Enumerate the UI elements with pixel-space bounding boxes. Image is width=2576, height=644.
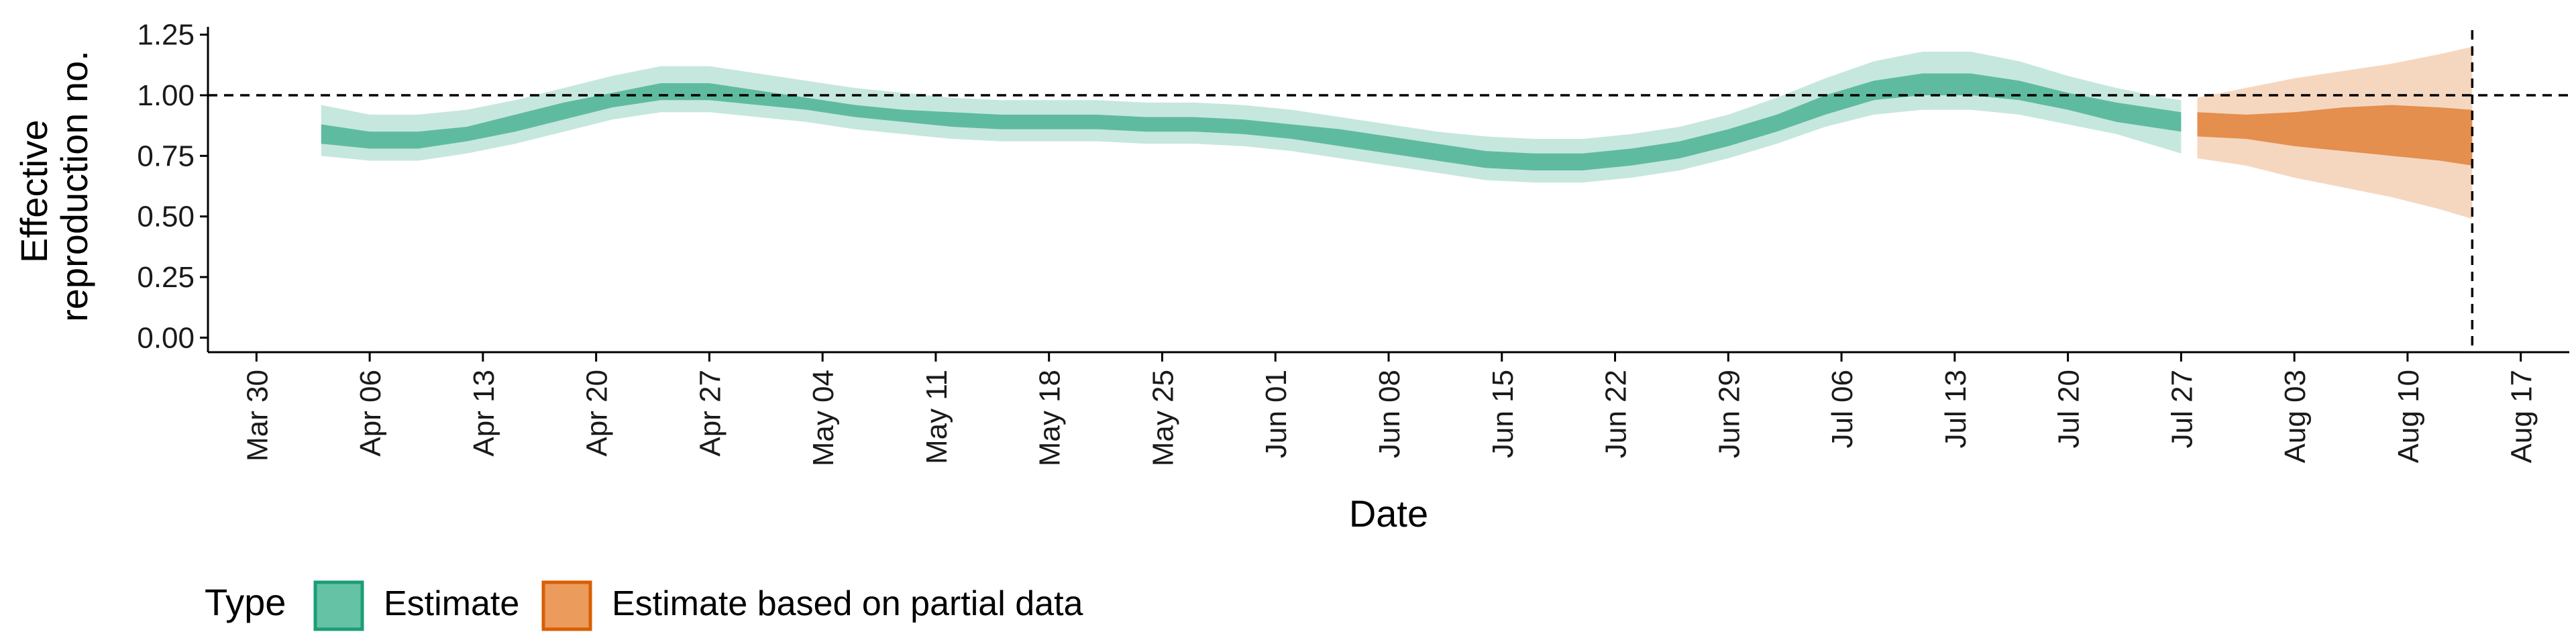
x-axis-title: Date	[1349, 492, 1428, 535]
y-tick-label: 0.25	[137, 261, 195, 294]
x-tick-label: Jul 13	[1939, 370, 1972, 448]
x-tick-label: Jul 06	[1826, 370, 1859, 448]
x-tick-label: May 11	[920, 370, 953, 464]
legend-key-partial	[541, 580, 592, 631]
x-tick-label: May 18	[1034, 370, 1067, 466]
x-tick-label: Jun 29	[1713, 370, 1746, 458]
x-tick-label: Aug 17	[2506, 370, 2538, 463]
y-tick-label: 0.00	[137, 321, 195, 354]
y-tick-label: 0.75	[137, 140, 195, 172]
x-tick-label: Mar 30	[241, 370, 274, 462]
y-axis-title-line-2: reproduction no.	[53, 50, 95, 322]
x-tick-label: May 04	[807, 370, 840, 466]
x-tick-label: Jun 01	[1260, 370, 1293, 458]
x-tick-label: Aug 10	[2392, 370, 2425, 463]
reference-lines-layer	[208, 30, 2569, 352]
x-tick-label: Jul 20	[2053, 370, 2086, 448]
y-axis-title: Effective reproduction no.	[13, 50, 95, 322]
legend-label-estimate: Estimate	[384, 584, 519, 623]
x-tick-label: Apr 06	[354, 370, 387, 457]
x-tick-label: Jun 15	[1487, 370, 1519, 458]
x-tick-label: Jun 08	[1373, 370, 1406, 458]
x-tick-label: Apr 13	[468, 370, 500, 457]
y-tick-label: 1.25	[137, 19, 195, 52]
series-1-inner-band	[2197, 105, 2473, 166]
y-tick-label: 0.50	[137, 201, 195, 233]
y-ticks: 0.00 0.25 0.50 0.75 1.00 1.25	[137, 19, 208, 354]
series-0-outer-band	[321, 51, 2182, 183]
legend-label-partial: Estimate based on partial data	[612, 584, 1083, 623]
axes-layer	[207, 27, 2569, 354]
series-0-inner-band	[321, 73, 2182, 171]
legend: Type Estimate Estimate based on partial …	[205, 580, 1083, 631]
legend-title: Type	[205, 581, 286, 623]
x-ticks: Mar 30 Apr 06 Apr 13 Apr 20 Apr 27 May 04 May …	[241, 352, 2538, 466]
y-axis-title-line-1: Effective	[13, 119, 55, 263]
x-tick-label: Apr 20	[581, 370, 614, 457]
x-tick-label: Jul 27	[2165, 370, 2198, 448]
y-tick-label: 1.00	[137, 79, 195, 112]
x-tick-label: Apr 27	[694, 370, 727, 457]
legend-key-estimate	[313, 580, 364, 631]
x-tick-label: Jun 22	[1600, 370, 1633, 458]
x-tick-label: May 25	[1146, 370, 1179, 466]
x-tick-label: Aug 03	[2279, 370, 2312, 463]
ribbons-layer	[321, 46, 2473, 219]
